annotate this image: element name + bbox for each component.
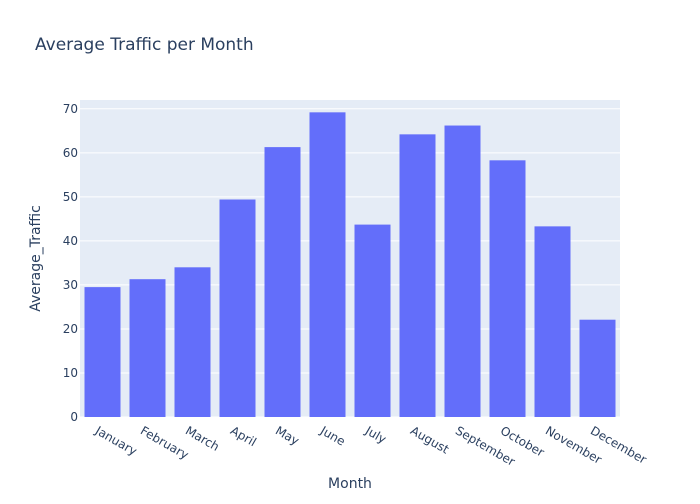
bar-june: [309, 112, 346, 418]
bar-december: [579, 319, 616, 417]
bar-october: [489, 160, 526, 417]
bar-march: [174, 267, 211, 417]
bar-january: [84, 287, 121, 417]
y-tick-label: 0: [70, 410, 78, 424]
x-axis-title: Month: [328, 476, 372, 492]
bar-july: [354, 224, 391, 417]
y-tick-label: 30: [63, 278, 78, 292]
bar-february: [129, 279, 166, 417]
bar-september: [444, 125, 481, 418]
y-tick-label: 60: [63, 146, 78, 160]
y-tick-label: 20: [63, 322, 78, 336]
y-tick-label: 70: [63, 102, 78, 116]
y-axis-title: Average_Traffic: [28, 205, 44, 312]
chart-title: Average Traffic per Month: [35, 35, 254, 55]
bar-november: [534, 226, 571, 417]
y-tick-label: 50: [63, 190, 78, 204]
y-tick-label: 10: [63, 366, 78, 380]
bar-august: [399, 134, 436, 417]
y-axis-ticks: 0 10 20 30 40 50 60 70: [63, 102, 78, 424]
gridlines: [80, 108, 620, 418]
bar-april: [219, 199, 256, 417]
y-tick-label: 40: [63, 234, 78, 248]
bars: [84, 112, 616, 418]
bar-may: [264, 147, 301, 417]
